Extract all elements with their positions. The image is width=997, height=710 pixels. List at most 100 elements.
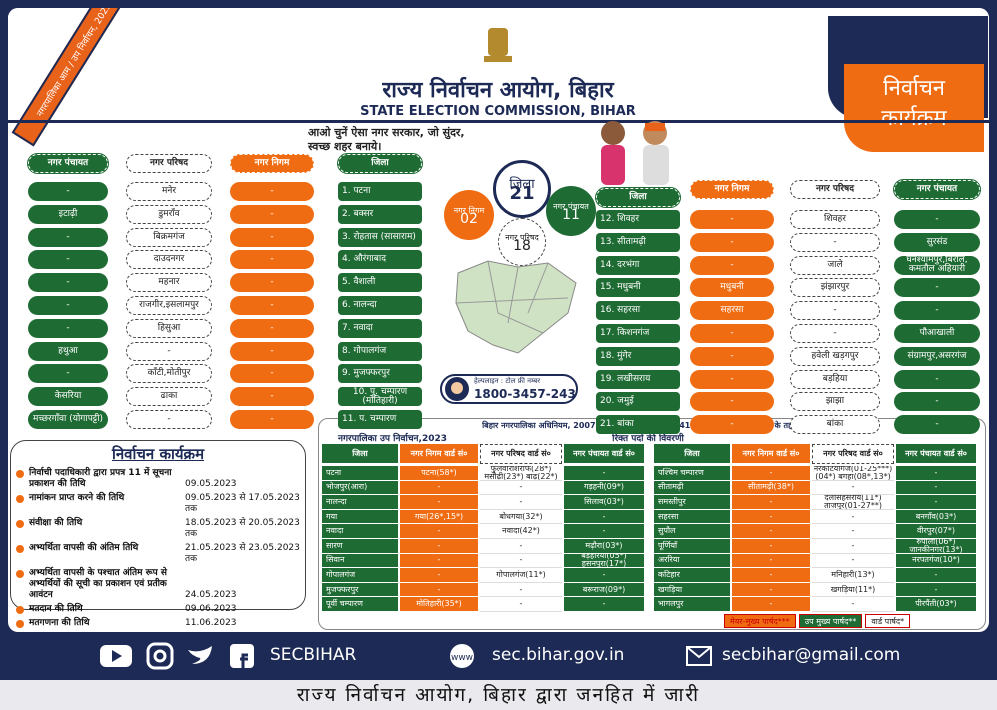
- panchayat-cell: -: [28, 182, 108, 201]
- district-cell: 1. पटना: [338, 182, 422, 201]
- parishad-cell: -: [790, 324, 880, 343]
- table-cell: गोपालगंज: [322, 568, 398, 583]
- schedule-title: निर्वाचन कार्यक्रम: [111, 445, 205, 463]
- schedule-date: 18.05.2023 से 20.05.2023 तक: [185, 518, 300, 539]
- bullet: [16, 520, 24, 528]
- panchayat-cell: -: [28, 227, 108, 247]
- district-cell: 7. नवादा: [338, 318, 422, 338]
- table-cell: -: [896, 480, 976, 496]
- table-header: जिला: [322, 444, 398, 464]
- parishad-cell: झाझा: [790, 392, 880, 412]
- table-cell: बरूराज(09*): [564, 582, 644, 598]
- legend-item: वार्ड पार्षद*: [865, 614, 911, 628]
- parishad-cell: कॉंटी,मोतीपुर: [126, 364, 212, 384]
- table-header: नगर परिषद वार्ड सं०: [812, 444, 894, 464]
- parishad-header: नगर परिषद: [790, 180, 880, 199]
- table-cell: -: [732, 495, 810, 510]
- schedule-list: निर्वाची पदाधिकारी द्वारा प्रपत्र 11 में…: [16, 468, 306, 632]
- schedule-date: 21.05.2023 से 23.05.2023 तक: [185, 543, 300, 564]
- nigam-cell: -: [230, 341, 314, 361]
- table-cell: पश्चिम चम्पारण: [654, 466, 730, 481]
- district-cell: 8. गोपालगंज: [338, 341, 422, 361]
- schedule-date: 09.05.2023 से 17.05.2023 तक: [185, 493, 300, 514]
- table-cell: -: [812, 524, 894, 539]
- nigam-cell: -: [230, 273, 314, 293]
- panchayat-label: नगर पंचायत: [553, 202, 589, 211]
- legend-item: उप मुख्य पार्षद**: [798, 614, 863, 628]
- table-cell: सहरसा: [654, 509, 730, 525]
- voters-illustration: [601, 121, 669, 185]
- title: राज्य निर्वाचन आयोग, बिहार: [382, 78, 614, 103]
- panchayat-cell: सुरसंड: [894, 232, 980, 252]
- parishad-cell: डुमराँव: [126, 204, 212, 224]
- nigam-header: नगर निगम: [230, 154, 314, 173]
- table-header: नगर पंचायत वार्ड सं०: [564, 444, 644, 464]
- panchayat-cell: हथुआ: [28, 341, 108, 361]
- email: secbihar@gmail.com: [722, 645, 901, 665]
- panchayat-header: नगर पंचायत: [27, 153, 109, 174]
- table-cell: -: [732, 539, 810, 554]
- nigam-count: 02: [460, 211, 478, 227]
- panchayat-cell: -: [28, 318, 108, 338]
- table-cell: -: [480, 597, 562, 612]
- bullet: [16, 470, 24, 478]
- table-cell: -: [896, 568, 976, 583]
- parishad-cell: बिक्रमगंज: [126, 227, 212, 247]
- nigam-cell: -: [690, 255, 774, 275]
- district-cell: 10. पू. चम्पारण (मोतिहारी): [338, 387, 422, 407]
- table-cell: -: [732, 524, 810, 539]
- bullet: [16, 606, 24, 614]
- table-cell: -: [564, 568, 644, 583]
- table-cell: -: [564, 597, 644, 612]
- schedule-event: मतदान की तिथि: [29, 604, 83, 614]
- table-cell: खगड़िया: [654, 582, 730, 598]
- table-cell: नालन्दा: [322, 495, 398, 510]
- table-cell: सीतामढ़ी(38*): [732, 480, 810, 496]
- bullet: [16, 495, 24, 503]
- table-cell: फुलवारीशरीफ(28*) मसौढ़ी(23*) बाढ़(22*): [480, 466, 562, 481]
- parishad-label: नगर परिषद: [505, 233, 539, 242]
- district-cell: 11. प. चम्पारण: [338, 410, 422, 429]
- district-cell: 5. वैशाली: [338, 273, 422, 293]
- table-cell: -: [400, 539, 478, 554]
- table-cell: -: [896, 495, 976, 510]
- table-cell: गोपालगंज(11*): [480, 568, 562, 583]
- poster-body: नगरपालिका आम / उप निर्वाचन, 2023 राज्य न…: [8, 8, 989, 632]
- table-cell: -: [812, 539, 894, 554]
- social-handle: SECBIHAR: [270, 645, 357, 665]
- nigam-cell: -: [230, 318, 314, 338]
- table-cell: रुपौली(06*) जानकीनगर(13*): [896, 539, 976, 554]
- parishad-cell: हवेली खड़गपुर: [790, 346, 880, 366]
- schedule-event: अभ्यर्थिता वापसी की अंतिम तिथि: [29, 543, 139, 553]
- table-cell: -: [896, 582, 976, 598]
- panchayat-cell: -: [894, 301, 980, 321]
- district-cell: 14. दरभंगा: [596, 255, 680, 275]
- table-cell: नवादा(42*): [480, 524, 562, 539]
- mail-icon: [686, 646, 712, 666]
- table-header: नगर पंचायत वार्ड सं०: [896, 444, 976, 464]
- legend: मेयर-मुख्य पार्षद*** उप मुख्य पार्षद** वार…: [724, 614, 911, 628]
- helpline-number: 1800-3457-243: [474, 387, 576, 401]
- panchayat-cell: -: [894, 210, 980, 229]
- schedule-item: मतगणना की तिथि 11.06.2023: [16, 618, 306, 629]
- table-cell: -: [812, 509, 894, 525]
- nigam-cell: -: [230, 410, 314, 429]
- table-cell: नवादा: [322, 524, 398, 539]
- schedule-item: अभ्यर्थिता वापसी की अंतिम तिथि 21.05.2023…: [16, 543, 306, 565]
- panchayat-cell: -: [894, 415, 980, 435]
- table-cell: -: [480, 495, 562, 510]
- subtitle: STATE ELECTION COMMISSION, BIHAR: [360, 104, 636, 119]
- schedule-date: 09.06.2023: [185, 604, 237, 614]
- district-cell: 21. बांका: [596, 415, 680, 435]
- nigam-cell: सहरसा: [690, 301, 774, 321]
- parishad-cell: ढाका: [126, 387, 212, 407]
- table-cell: -: [732, 568, 810, 583]
- panchayat-count: 11: [562, 207, 580, 223]
- district-cell: 17. किशनगंज: [596, 324, 680, 343]
- table-cell: पटना: [322, 466, 398, 481]
- parishad-cell: -: [126, 410, 212, 429]
- nigam-cell: -: [690, 232, 774, 252]
- district-circle: जिला 21: [493, 160, 551, 218]
- parishad-cell: झंझारपुर: [790, 278, 880, 298]
- panchayat-cell: घनश्यामपुर,बिरौल, कमतौल अहियारी: [894, 255, 980, 275]
